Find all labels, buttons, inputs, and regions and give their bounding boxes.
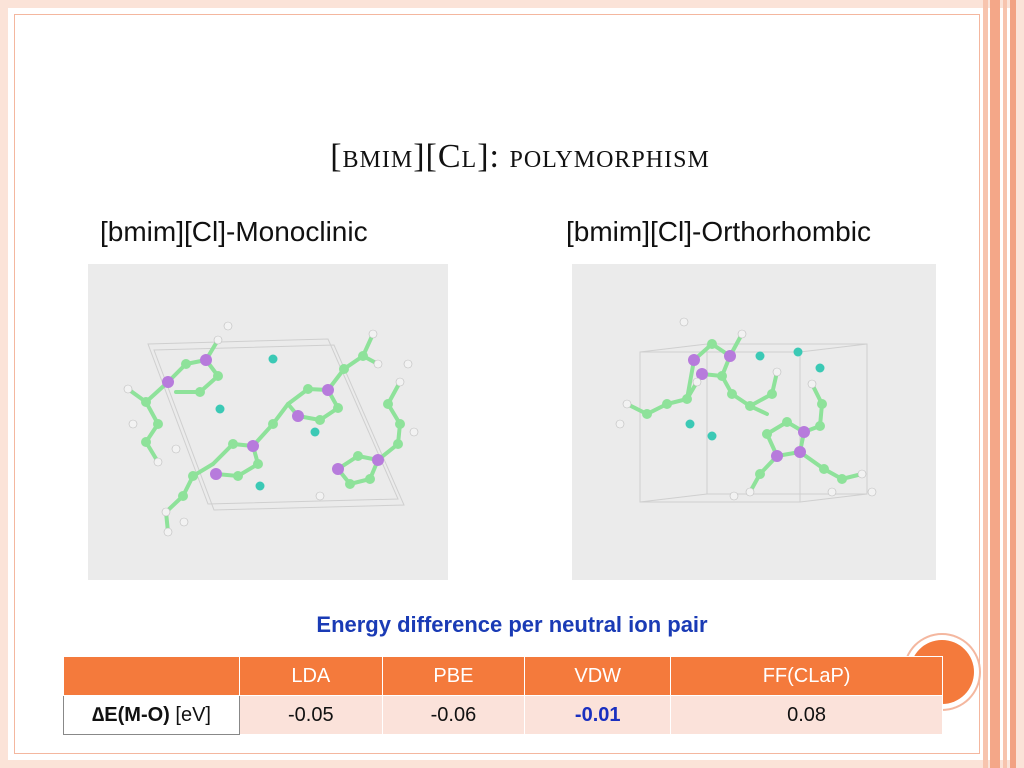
orthorhombic-molecule-graphic [615, 317, 877, 503]
right-stripe-3 [1003, 0, 1007, 768]
header-cell-lda: LDA [239, 656, 383, 696]
delta-symbol: ∆ [92, 703, 105, 726]
row-label-quantity: E(M-O) [104, 703, 170, 726]
right-stripe-1 [983, 0, 988, 768]
header-cell-pbe: PBE [381, 656, 526, 696]
table-header-row: LDA PBE VDW FF(CLaP) [63, 656, 943, 696]
row-label-unit: [eV] [175, 703, 211, 726]
monoclinic-molecule-graphic [123, 321, 419, 537]
row-label-cell: ∆E(M-O) [eV] [63, 695, 240, 735]
energy-table-caption: Energy difference per neutral ion pair [316, 612, 708, 637]
value-cell-pbe: -0.06 [381, 695, 526, 735]
right-stripe-2 [990, 0, 1000, 768]
value-cell-lda: -0.05 [239, 695, 383, 735]
monoclinic-subtitle: [bmim][Cl]-Monoclinic [100, 216, 368, 247]
slide-title: [bmim][Cl]: polymorphism [330, 138, 710, 175]
monoclinic-structure-image [88, 264, 448, 580]
slide-inner-border [14, 14, 980, 754]
orthorhombic-structure-image [572, 264, 936, 580]
energy-difference-table: LDA PBE VDW FF(CLaP) ∆E(M-O) [eV] -0.05 … [63, 656, 943, 735]
orthorhombic-subtitle: [bmim][Cl]-Orthorhombic [566, 216, 871, 247]
right-stripe-4 [1010, 0, 1016, 768]
table-row: ∆E(M-O) [eV] -0.05 -0.06 -0.01 0.08 [63, 695, 943, 735]
header-cell-ffclap: FF(CLaP) [670, 656, 943, 696]
value-cell-vdw: -0.01 [524, 695, 672, 735]
value-cell-ffclap: 0.08 [670, 695, 943, 735]
header-cell-blank [63, 656, 240, 696]
header-cell-vdw: VDW [524, 656, 672, 696]
